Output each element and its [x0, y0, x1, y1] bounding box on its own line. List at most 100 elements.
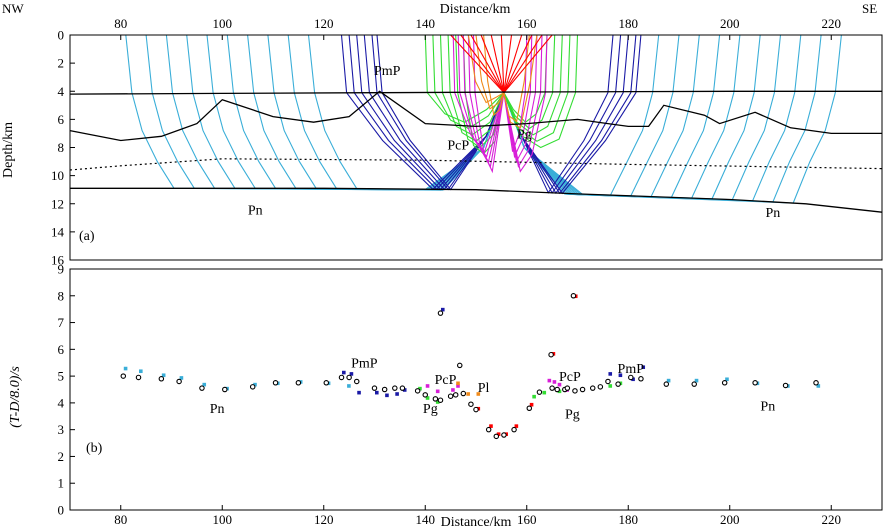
ray-pcp — [503, 34, 538, 164]
phase-annotation: Pn — [765, 206, 780, 221]
ray-pcp — [462, 34, 505, 163]
observed-point — [628, 374, 634, 381]
pick-pmp — [385, 393, 389, 398]
ray-direct — [460, 34, 505, 93]
observed-point — [295, 380, 302, 386]
pick-pcp — [435, 389, 440, 394]
x-tick-label: 160 — [517, 16, 537, 31]
observed-point — [338, 374, 345, 381]
scatter-points — [120, 293, 821, 440]
x-tick-label: 140 — [416, 16, 436, 31]
ray-pcp — [467, 34, 505, 169]
corner-label-se: SE — [862, 1, 877, 16]
pick-pmp — [375, 390, 379, 395]
ray-pg — [503, 34, 571, 142]
ray-pcp — [503, 34, 528, 152]
observed-point — [371, 385, 378, 391]
pick-pcp — [451, 388, 455, 392]
observed-point — [501, 432, 507, 438]
y-tick-label: 7 — [58, 315, 65, 330]
ray-pg — [503, 34, 556, 130]
pick-pl — [476, 392, 481, 396]
moho — [70, 187, 883, 213]
panel-a-annotations: PmP PcP Pg Pn Pn — [248, 64, 780, 221]
pick-pmp — [608, 372, 613, 376]
corner-label-nw: NW — [2, 1, 24, 16]
observed-point — [323, 380, 330, 386]
y-tick-label: 5 — [58, 369, 65, 384]
pick-pcp — [547, 378, 552, 383]
x-tick-label: 80 — [114, 512, 127, 527]
observed-point — [548, 351, 554, 358]
panel-b-label: (b) — [86, 441, 103, 456]
ray-direct — [503, 34, 533, 93]
y-tick-label: 9 — [58, 262, 65, 277]
ray-group — [125, 34, 842, 204]
y-tick-label: 0 — [58, 28, 65, 43]
x-tick-label: 120 — [314, 16, 334, 31]
ray-direct — [503, 34, 553, 94]
ray-direct — [470, 34, 505, 93]
x-tick-label: 100 — [213, 512, 233, 527]
panel-b-frame — [69, 268, 883, 511]
observed-point — [511, 426, 517, 433]
ray-pcp — [452, 34, 505, 153]
ray-pg — [503, 34, 563, 136]
ray-pmp — [376, 34, 505, 191]
observed-point — [589, 385, 596, 391]
pick-pn — [253, 382, 257, 387]
ray-pn — [503, 34, 680, 197]
observed-point — [638, 376, 644, 382]
observed-point — [752, 380, 758, 386]
observed-point — [176, 378, 182, 385]
x-tick-label: 160 — [517, 512, 537, 527]
ray-pg — [503, 34, 579, 149]
pick-pn — [179, 376, 184, 380]
panel-b-xlabel: Distance/km — [441, 515, 512, 530]
y-tick-label: 6 — [58, 342, 65, 357]
pick-pmp — [402, 388, 407, 392]
observed-point — [691, 381, 697, 387]
observed-point — [615, 381, 621, 387]
ray-pl — [483, 34, 505, 117]
observed-point — [605, 378, 611, 385]
observed-point — [422, 392, 428, 398]
ray-direct — [490, 34, 505, 93]
observed-point — [437, 310, 444, 316]
upper-interface — [69, 90, 882, 95]
ray-pg — [439, 34, 505, 136]
observed-point — [452, 392, 459, 398]
y-tick-label: 8 — [58, 140, 65, 155]
ray-pcp — [503, 34, 533, 159]
ray-pn — [125, 34, 505, 191]
ray-pmp — [503, 34, 629, 194]
pick-pmp — [641, 365, 646, 370]
pick-direct — [514, 424, 519, 428]
x-tick-label: 180 — [619, 16, 639, 31]
observed-point — [199, 385, 205, 391]
observed-point — [249, 384, 256, 390]
phase-annotation: PmP — [374, 64, 401, 79]
pick-pn — [666, 378, 671, 383]
ray-pg — [455, 34, 505, 149]
x-tick-label: 140 — [416, 512, 436, 527]
pick-direct — [529, 402, 534, 407]
ray-pcp — [457, 34, 505, 158]
pick-pg — [608, 384, 613, 388]
observed-point — [597, 384, 604, 390]
pick-pg — [435, 400, 440, 404]
y-tick-label: 3 — [58, 422, 65, 437]
y-tick-label: 12 — [51, 196, 64, 211]
pick-pg — [542, 390, 547, 395]
y-tick-label: 1 — [58, 476, 65, 491]
pick-pmp — [342, 370, 346, 375]
observed-point — [473, 406, 479, 413]
y-tick-label: 4 — [58, 84, 65, 99]
x-tick-label: 200 — [720, 16, 740, 31]
pick-pg — [532, 394, 536, 399]
pick-direct — [496, 432, 501, 436]
ray-pcp — [503, 34, 548, 173]
observed-point — [663, 381, 670, 387]
ray-direct — [503, 34, 523, 93]
x-tick-label: 200 — [720, 512, 740, 527]
